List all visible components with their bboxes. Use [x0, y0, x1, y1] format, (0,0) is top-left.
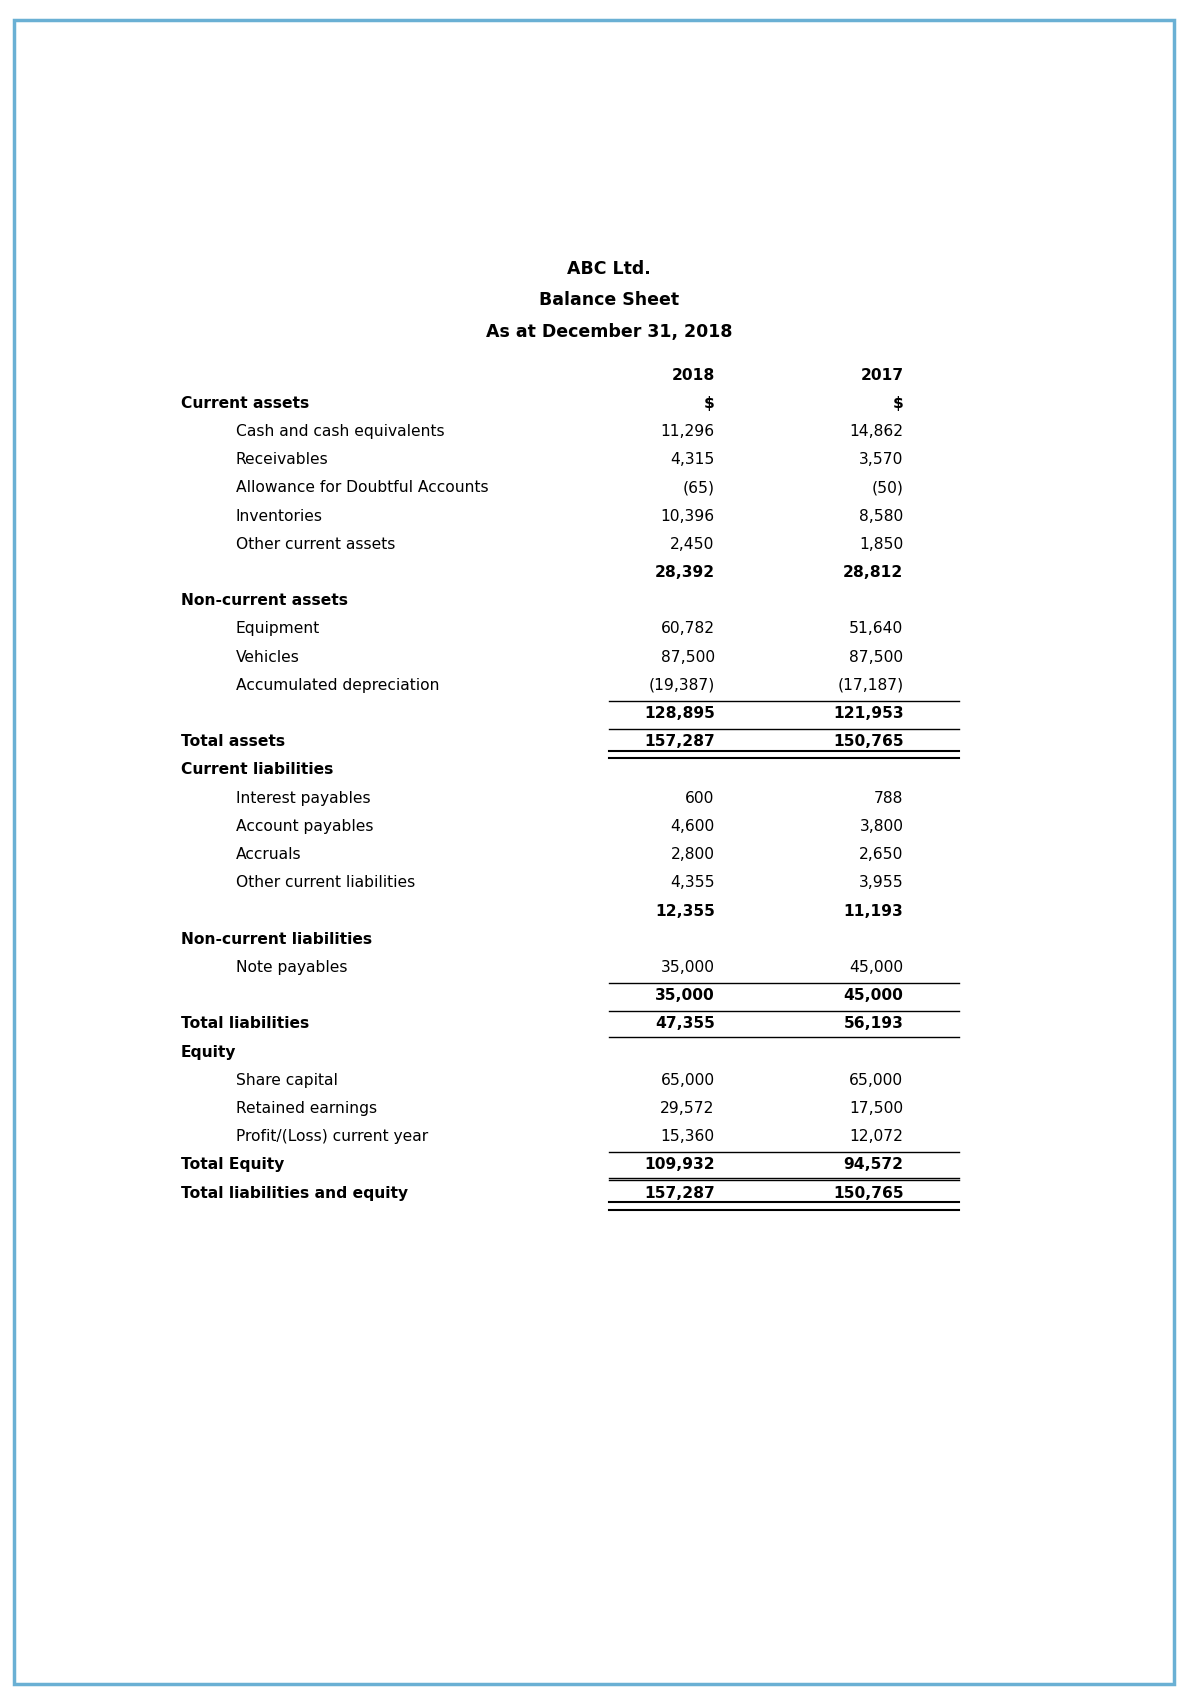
- Text: ABC Ltd.: ABC Ltd.: [567, 259, 651, 278]
- Text: 1,850: 1,850: [859, 537, 903, 552]
- Text: 51,640: 51,640: [849, 622, 903, 636]
- Text: 2,800: 2,800: [671, 847, 715, 862]
- Text: 4,315: 4,315: [670, 452, 715, 467]
- Text: Accumulated depreciation: Accumulated depreciation: [236, 678, 440, 694]
- Text: (50): (50): [872, 481, 903, 496]
- Text: Total liabilities and equity: Total liabilities and equity: [181, 1186, 407, 1201]
- Text: (19,387): (19,387): [649, 678, 715, 694]
- Text: Equity: Equity: [181, 1045, 236, 1060]
- Text: Retained earnings: Retained earnings: [236, 1101, 377, 1116]
- Text: Equipment: Equipment: [236, 622, 321, 636]
- Text: 65,000: 65,000: [849, 1074, 903, 1087]
- Text: 128,895: 128,895: [644, 705, 715, 721]
- Text: Current liabilities: Current liabilities: [181, 762, 333, 777]
- Text: 12,072: 12,072: [849, 1130, 903, 1143]
- Text: Cash and cash equivalents: Cash and cash equivalents: [236, 424, 444, 440]
- Text: 150,765: 150,765: [833, 1186, 903, 1201]
- Text: Interest payables: Interest payables: [236, 791, 371, 806]
- Text: 28,812: 28,812: [843, 566, 903, 579]
- Text: Share capital: Share capital: [236, 1074, 337, 1087]
- Text: (65): (65): [683, 481, 715, 496]
- Text: 2,450: 2,450: [670, 537, 715, 552]
- Text: $: $: [892, 395, 903, 411]
- Text: 4,600: 4,600: [670, 820, 715, 833]
- Text: 60,782: 60,782: [661, 622, 715, 636]
- Text: 35,000: 35,000: [655, 988, 715, 1004]
- Text: 121,953: 121,953: [833, 705, 903, 721]
- Text: 17,500: 17,500: [849, 1101, 903, 1116]
- Text: 8,580: 8,580: [859, 508, 903, 523]
- Text: 157,287: 157,287: [644, 734, 715, 750]
- Text: 47,355: 47,355: [655, 1016, 715, 1031]
- Text: Other current assets: Other current assets: [236, 537, 396, 552]
- Text: Note payables: Note payables: [236, 959, 347, 975]
- Text: 56,193: 56,193: [843, 1016, 903, 1031]
- Text: 4,355: 4,355: [670, 876, 715, 889]
- Text: 3,955: 3,955: [859, 876, 903, 889]
- Text: 87,500: 87,500: [849, 649, 903, 665]
- Text: 87,500: 87,500: [661, 649, 715, 665]
- Text: Total liabilities: Total liabilities: [181, 1016, 309, 1031]
- Text: 28,392: 28,392: [655, 566, 715, 579]
- Text: 157,287: 157,287: [644, 1186, 715, 1201]
- Text: (17,187): (17,187): [838, 678, 903, 694]
- Text: Vehicles: Vehicles: [236, 649, 299, 665]
- Text: Non-current assets: Non-current assets: [181, 593, 348, 608]
- Text: Profit/(Loss) current year: Profit/(Loss) current year: [236, 1130, 428, 1143]
- Text: Receivables: Receivables: [236, 452, 329, 467]
- Text: $: $: [704, 395, 715, 411]
- Text: Current assets: Current assets: [181, 395, 309, 411]
- Text: 3,570: 3,570: [859, 452, 903, 467]
- Text: 150,765: 150,765: [833, 734, 903, 750]
- Text: 11,296: 11,296: [661, 424, 715, 440]
- Text: 15,360: 15,360: [661, 1130, 715, 1143]
- Text: 2018: 2018: [671, 368, 715, 383]
- Text: 600: 600: [685, 791, 715, 806]
- Text: Other current liabilities: Other current liabilities: [236, 876, 416, 889]
- Text: 65,000: 65,000: [661, 1074, 715, 1087]
- Text: Non-current liabilities: Non-current liabilities: [181, 932, 372, 947]
- Text: 10,396: 10,396: [661, 508, 715, 523]
- Text: Allowance for Doubtful Accounts: Allowance for Doubtful Accounts: [236, 481, 488, 496]
- Text: 14,862: 14,862: [849, 424, 903, 440]
- Text: Total assets: Total assets: [181, 734, 285, 750]
- Text: Balance Sheet: Balance Sheet: [539, 291, 678, 308]
- Text: 45,000: 45,000: [843, 988, 903, 1004]
- Text: 109,932: 109,932: [644, 1157, 715, 1172]
- Text: 29,572: 29,572: [661, 1101, 715, 1116]
- Text: 35,000: 35,000: [661, 959, 715, 975]
- Text: Total Equity: Total Equity: [181, 1157, 284, 1172]
- Text: 45,000: 45,000: [849, 959, 903, 975]
- Text: 3,800: 3,800: [859, 820, 903, 833]
- Text: As at December 31, 2018: As at December 31, 2018: [486, 322, 732, 341]
- Text: Accruals: Accruals: [236, 847, 302, 862]
- Text: 94,572: 94,572: [843, 1157, 903, 1172]
- Text: Account payables: Account payables: [236, 820, 373, 833]
- Text: 2017: 2017: [860, 368, 903, 383]
- Text: Inventories: Inventories: [236, 508, 323, 523]
- Text: 788: 788: [874, 791, 903, 806]
- Text: 11,193: 11,193: [843, 903, 903, 918]
- Text: 12,355: 12,355: [655, 903, 715, 918]
- Text: 2,650: 2,650: [859, 847, 903, 862]
